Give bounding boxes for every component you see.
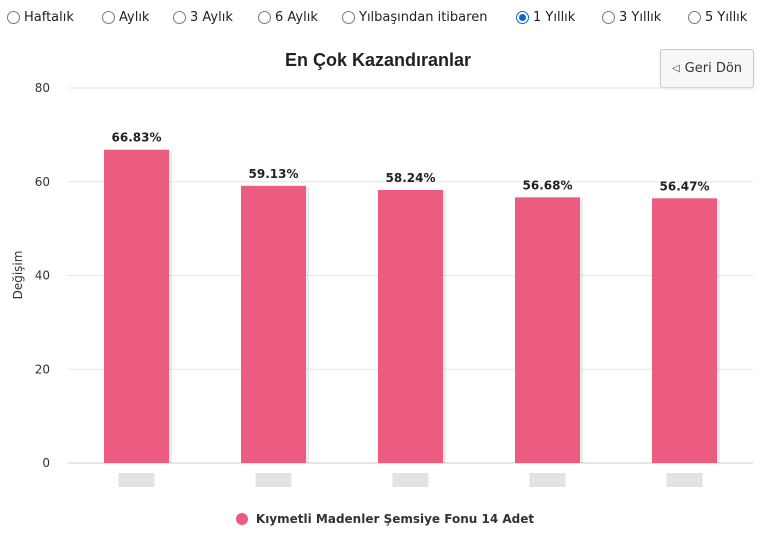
chart-legend: Kıymetli Madenler Şemsiye Fonu 14 Adet <box>0 512 770 526</box>
data-label: 66.83% <box>112 131 162 145</box>
data-label: 59.13% <box>249 167 299 181</box>
period-selector: Haftalık Aylık 3 Aylık 6 Aylık Yılbaşından i… <box>0 6 770 28</box>
x-tick-label <box>529 473 566 487</box>
period-option[interactable]: 3 Yıllık <box>602 6 661 28</box>
radio-icon[interactable] <box>102 10 115 24</box>
legend-label: Kıymetli Madenler Şemsiye Fonu 14 Adet <box>255 512 535 526</box>
period-option-label: Haftalık <box>24 9 74 25</box>
x-tick-label <box>392 473 429 487</box>
period-option-label: 6 Aylık <box>275 9 318 25</box>
radio-icon[interactable] <box>173 10 186 24</box>
y-tick-label: 20 <box>35 362 50 376</box>
period-option[interactable]: Haftalık <box>7 6 74 28</box>
legend-marker <box>235 513 248 525</box>
data-label: 56.47% <box>660 179 710 193</box>
period-option-label: 3 Aylık <box>190 9 233 25</box>
bar <box>515 197 580 463</box>
back-button-label: Geri Dön <box>684 61 743 76</box>
bar <box>378 190 443 463</box>
data-label: 56.68% <box>523 178 573 192</box>
bar <box>241 185 306 463</box>
period-option-label: 1 Yıllık <box>533 9 576 25</box>
x-tick-label <box>118 473 155 487</box>
triangle-left-icon: ◁ <box>671 63 680 74</box>
y-tick-label: 0 <box>42 456 50 470</box>
back-button[interactable]: ◁ Geri Dön <box>660 49 754 88</box>
radio-icon[interactable] <box>258 10 271 24</box>
period-option[interactable]: 6 Aylık <box>258 6 318 28</box>
radio-icon[interactable] <box>688 10 701 24</box>
bar <box>104 149 169 463</box>
data-label: 58.24% <box>386 171 436 185</box>
y-tick-label: 40 <box>35 269 50 283</box>
radio-checked-icon[interactable] <box>516 10 529 24</box>
x-tick-label <box>255 473 292 487</box>
period-option[interactable]: 1 Yıllık <box>516 6 575 28</box>
period-option-label: Aylık <box>119 9 150 25</box>
y-axis-label: Değişim <box>11 251 25 300</box>
period-option[interactable]: Yılbaşından itibaren <box>342 6 487 28</box>
x-tick-label <box>666 473 703 487</box>
period-option-label: 3 Yıllık <box>619 9 662 25</box>
period-option[interactable]: 3 Aylık <box>173 6 233 28</box>
legend-item[interactable]: Kıymetli Madenler Şemsiye Fonu 14 Adet <box>235 512 535 526</box>
period-option-label: Yılbaşından itibaren <box>359 9 488 25</box>
period-option[interactable]: 5 Yıllık <box>688 6 747 28</box>
y-tick-label: 80 <box>35 81 50 95</box>
bar-chart: En Çok Kazandıranlar 0 20 40 60 80 Değişim 66.8… <box>11 50 753 487</box>
radio-icon[interactable] <box>7 10 20 24</box>
radio-icon[interactable] <box>342 10 355 24</box>
bar <box>652 198 717 463</box>
period-option[interactable]: Aylık <box>102 6 149 28</box>
chart-title: En Çok Kazandıranlar <box>285 50 471 70</box>
period-option-label: 5 Yıllık <box>705 9 748 25</box>
radio-icon[interactable] <box>602 10 615 24</box>
y-tick-label: 60 <box>35 175 50 189</box>
